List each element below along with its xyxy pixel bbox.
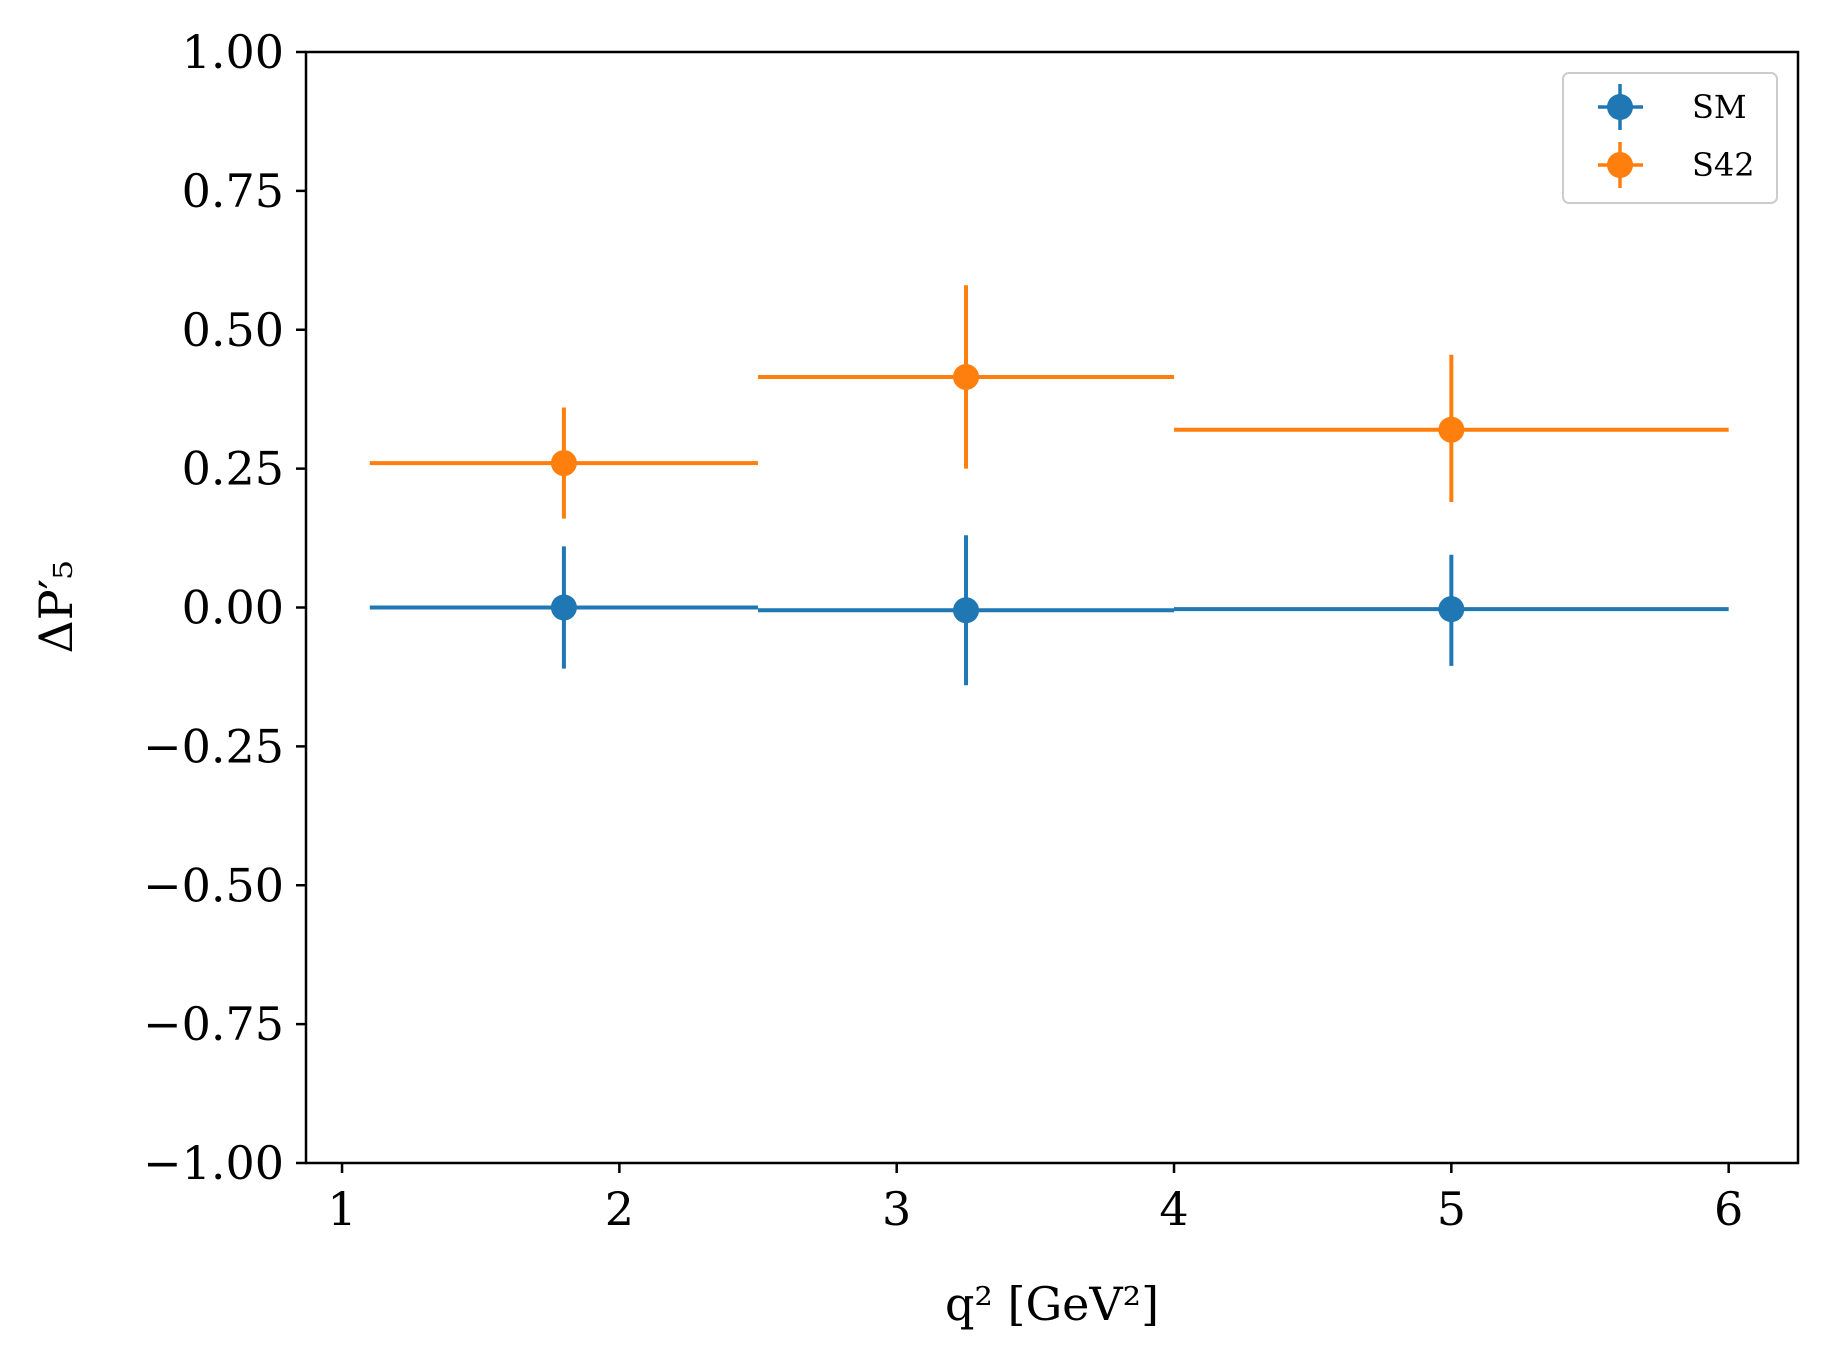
- legend-entry-s42: S42: [1598, 142, 1755, 188]
- y-tick-label: 0.00: [182, 581, 284, 635]
- y-tick-label: 0.25: [182, 442, 284, 496]
- y-axis-label: ΔP′₅: [29, 560, 83, 653]
- y-tick-label: 1.00: [182, 25, 284, 79]
- legend: SM S42: [1562, 72, 1778, 204]
- legend-label-s42: S42: [1692, 146, 1755, 184]
- legend-s42-marker: [1607, 152, 1633, 178]
- sm-data-point: [1438, 596, 1465, 623]
- legend-entry-sm: SM: [1598, 84, 1747, 130]
- y-tick-label: −0.50: [143, 858, 284, 912]
- s42-data-point: [550, 450, 577, 477]
- sm-data-point: [550, 594, 577, 621]
- y-tick-label: −0.25: [143, 719, 284, 773]
- x-tick-label: 2: [605, 1182, 634, 1236]
- s42-data-point: [1438, 416, 1465, 443]
- y-tick-label: 0.50: [182, 303, 284, 357]
- x-tick-label: 5: [1437, 1182, 1466, 1236]
- s42-data-point: [953, 363, 980, 390]
- sm-data-point: [953, 597, 980, 624]
- x-tick-label: 3: [882, 1182, 911, 1236]
- series-sm: [369, 535, 1729, 686]
- x-tick-label: 4: [1159, 1182, 1188, 1236]
- legend-label-sm: SM: [1692, 88, 1747, 126]
- y-tick-label: −0.75: [143, 997, 284, 1051]
- y-tick-label: 0.75: [182, 164, 284, 218]
- series-s42: [369, 285, 1729, 519]
- series-layer: [369, 285, 1729, 686]
- axes-layer: 1 2 3 4 5 6 1.00 0.75 0.50 0.25 0.00 −0.25 −0.50 −0.7…: [143, 25, 1743, 1236]
- x-axis-label: q² [GeV²]: [945, 1277, 1159, 1331]
- y-tick-label: −1.00: [143, 1136, 284, 1190]
- x-tick-label: 6: [1714, 1182, 1743, 1236]
- legend-sm-marker: [1607, 94, 1633, 120]
- x-tick-label: 1: [327, 1182, 356, 1236]
